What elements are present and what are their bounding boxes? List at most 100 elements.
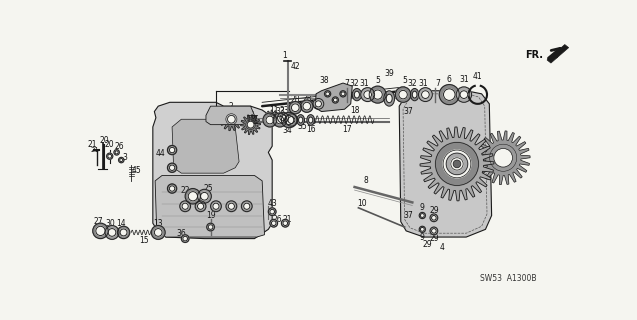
Text: 37: 37 bbox=[404, 107, 413, 116]
Circle shape bbox=[189, 192, 197, 201]
Circle shape bbox=[364, 91, 371, 99]
Circle shape bbox=[419, 226, 426, 232]
Text: 32: 32 bbox=[408, 78, 417, 88]
Circle shape bbox=[105, 226, 119, 239]
Circle shape bbox=[213, 203, 219, 209]
Circle shape bbox=[396, 87, 411, 102]
Circle shape bbox=[211, 201, 222, 212]
Circle shape bbox=[282, 219, 289, 227]
Circle shape bbox=[313, 99, 324, 109]
Circle shape bbox=[117, 226, 130, 239]
Circle shape bbox=[108, 228, 116, 236]
Text: 7: 7 bbox=[435, 78, 440, 88]
Circle shape bbox=[292, 104, 299, 112]
Polygon shape bbox=[220, 108, 243, 131]
Circle shape bbox=[228, 203, 234, 209]
Text: 21: 21 bbox=[283, 215, 292, 224]
Circle shape bbox=[420, 228, 424, 231]
Text: 27: 27 bbox=[94, 217, 103, 226]
Circle shape bbox=[118, 157, 124, 163]
Circle shape bbox=[285, 116, 294, 124]
Polygon shape bbox=[206, 106, 254, 124]
Text: 18: 18 bbox=[350, 106, 359, 115]
Circle shape bbox=[443, 150, 471, 178]
Circle shape bbox=[420, 213, 424, 217]
Text: 30: 30 bbox=[106, 219, 115, 228]
Circle shape bbox=[201, 192, 208, 200]
Circle shape bbox=[369, 86, 386, 103]
Circle shape bbox=[106, 153, 113, 159]
Circle shape bbox=[432, 215, 436, 220]
Circle shape bbox=[115, 151, 118, 154]
Text: 31: 31 bbox=[459, 75, 469, 84]
Circle shape bbox=[152, 226, 165, 239]
Text: 1: 1 bbox=[282, 51, 287, 60]
Circle shape bbox=[422, 91, 429, 99]
Ellipse shape bbox=[410, 88, 419, 101]
Text: 36: 36 bbox=[279, 117, 289, 126]
Text: 19: 19 bbox=[206, 211, 215, 220]
Text: 36: 36 bbox=[176, 229, 186, 238]
Text: 29: 29 bbox=[423, 240, 433, 249]
Text: 21: 21 bbox=[90, 147, 99, 153]
Text: 34: 34 bbox=[283, 126, 292, 135]
Text: 3: 3 bbox=[123, 153, 127, 162]
Text: 20: 20 bbox=[99, 136, 109, 145]
Circle shape bbox=[443, 89, 455, 100]
Text: 31: 31 bbox=[419, 78, 428, 88]
Text: 43: 43 bbox=[268, 199, 277, 208]
Text: 16: 16 bbox=[306, 125, 315, 134]
Circle shape bbox=[341, 92, 345, 96]
Circle shape bbox=[93, 223, 108, 239]
Circle shape bbox=[333, 97, 338, 103]
Text: 8: 8 bbox=[364, 176, 368, 185]
Circle shape bbox=[183, 236, 187, 241]
Circle shape bbox=[278, 112, 289, 123]
Circle shape bbox=[244, 203, 250, 209]
Circle shape bbox=[446, 153, 468, 175]
Circle shape bbox=[108, 154, 111, 158]
Text: 45: 45 bbox=[132, 166, 141, 175]
Circle shape bbox=[288, 116, 295, 124]
Ellipse shape bbox=[299, 117, 303, 123]
Text: 41: 41 bbox=[473, 72, 483, 81]
Circle shape bbox=[266, 116, 274, 124]
Circle shape bbox=[195, 201, 206, 212]
Circle shape bbox=[96, 226, 105, 236]
Text: 2: 2 bbox=[229, 102, 234, 111]
Text: 33: 33 bbox=[275, 107, 285, 116]
Ellipse shape bbox=[354, 91, 359, 98]
Circle shape bbox=[282, 112, 297, 128]
Circle shape bbox=[419, 212, 426, 219]
Ellipse shape bbox=[352, 88, 362, 101]
Text: 38: 38 bbox=[319, 76, 329, 85]
Text: 17: 17 bbox=[342, 125, 352, 134]
Text: 13: 13 bbox=[154, 219, 163, 228]
Circle shape bbox=[154, 228, 162, 236]
Circle shape bbox=[285, 114, 297, 126]
Circle shape bbox=[419, 88, 433, 101]
Circle shape bbox=[451, 158, 463, 170]
Circle shape bbox=[268, 208, 276, 215]
Text: 4: 4 bbox=[439, 243, 444, 252]
Text: 26: 26 bbox=[115, 142, 124, 151]
Circle shape bbox=[460, 91, 468, 99]
Circle shape bbox=[440, 84, 459, 105]
Text: 39: 39 bbox=[384, 68, 394, 77]
Text: 32: 32 bbox=[350, 78, 359, 88]
Circle shape bbox=[241, 201, 252, 212]
Polygon shape bbox=[399, 91, 492, 237]
Circle shape bbox=[432, 228, 436, 233]
Text: 31: 31 bbox=[360, 78, 369, 88]
Circle shape bbox=[373, 90, 382, 99]
Circle shape bbox=[430, 214, 438, 222]
Circle shape bbox=[456, 87, 471, 102]
Circle shape bbox=[270, 209, 275, 214]
Text: 5: 5 bbox=[402, 76, 407, 85]
Ellipse shape bbox=[384, 91, 394, 106]
Circle shape bbox=[270, 219, 278, 227]
Text: 9: 9 bbox=[420, 233, 425, 242]
Circle shape bbox=[494, 148, 513, 167]
Circle shape bbox=[182, 235, 189, 243]
Circle shape bbox=[185, 188, 201, 204]
